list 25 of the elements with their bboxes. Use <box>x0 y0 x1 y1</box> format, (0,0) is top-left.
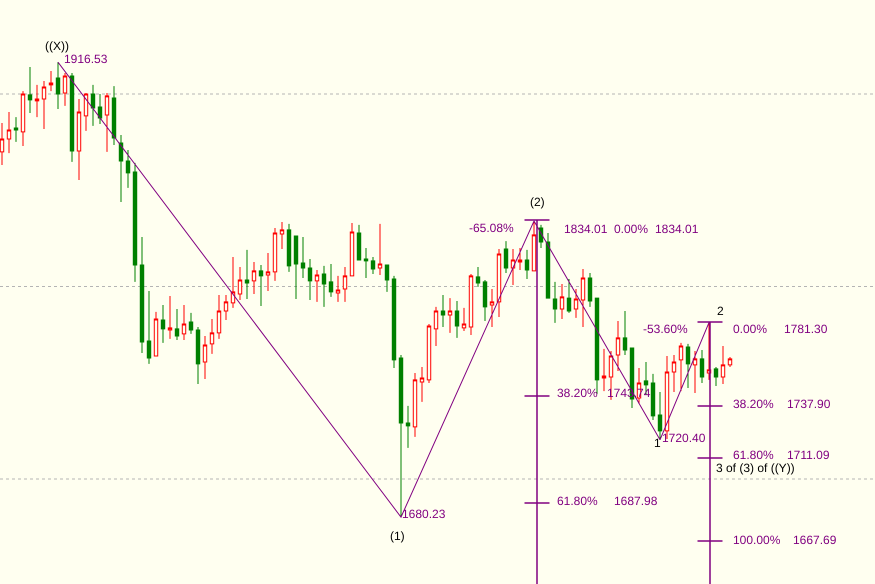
annotation: 0.00% <box>733 322 768 336</box>
text: 1737.90 <box>787 397 831 411</box>
annotation: 3 of (3) of ((Y)) <box>716 461 795 475</box>
annotation: (2) <box>530 195 545 209</box>
annotation: 0.00% <box>614 222 648 236</box>
text: 1781.30 <box>784 322 828 336</box>
annotation: 1834.01 <box>564 222 608 236</box>
annotation: 38.20% <box>557 386 598 400</box>
annotation: ((X)) <box>45 39 69 53</box>
annotation: 61.80% <box>733 448 774 462</box>
annotation: -65.08% <box>469 221 514 235</box>
text: 1667.69 <box>793 533 837 547</box>
text: 1711.09 <box>787 448 830 462</box>
annotation: 38.20% <box>733 397 774 411</box>
annotation: 2 <box>717 304 724 318</box>
annotation: (1) <box>390 529 405 543</box>
annotation: 1834.01 <box>655 222 699 236</box>
annotation: -53.60% <box>643 322 688 336</box>
annotation: 1687.98 <box>614 494 658 508</box>
annotation: 61.80% <box>557 494 598 508</box>
annotation: 100.00% <box>733 533 781 547</box>
annotation: 1 <box>654 436 661 450</box>
annotation: 1916.53 <box>64 52 108 66</box>
annotation: 1680.23 <box>402 507 446 521</box>
annotation: 1720.40 <box>662 431 706 445</box>
